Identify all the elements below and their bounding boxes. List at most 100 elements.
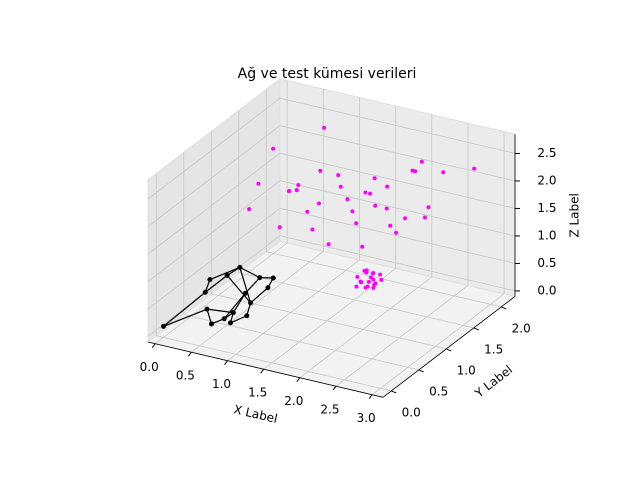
x-tick bbox=[187, 351, 192, 357]
y-tick bbox=[501, 306, 507, 310]
grid-line bbox=[183, 152, 419, 371]
point bbox=[326, 242, 331, 247]
grid-line bbox=[265, 89, 502, 308]
network-edge bbox=[226, 275, 252, 304]
z-tick-label: 0.5 bbox=[537, 256, 556, 270]
grid-line bbox=[147, 152, 516, 255]
point bbox=[394, 230, 399, 235]
point bbox=[363, 190, 368, 195]
point bbox=[277, 225, 282, 230]
grid-line bbox=[335, 123, 469, 387]
network-node bbox=[270, 275, 276, 281]
z-axis-label: Z Label bbox=[567, 193, 581, 237]
axis-line bbox=[147, 341, 384, 398]
network-node bbox=[237, 264, 243, 270]
grid-line bbox=[147, 207, 516, 310]
point bbox=[371, 277, 376, 282]
network-node bbox=[221, 316, 227, 322]
point bbox=[363, 285, 368, 290]
grid-line bbox=[238, 110, 474, 329]
point bbox=[403, 216, 408, 221]
y-tick-label: 1.0 bbox=[457, 363, 476, 377]
network-node bbox=[208, 321, 214, 327]
y-tick-label: 2.0 bbox=[512, 321, 531, 335]
point bbox=[310, 227, 315, 232]
network-node bbox=[227, 320, 233, 326]
point bbox=[360, 244, 365, 249]
network-edge bbox=[239, 266, 261, 279]
x-tick bbox=[224, 360, 228, 366]
network-edge bbox=[204, 274, 228, 293]
axis-line bbox=[382, 296, 516, 398]
network-edge bbox=[250, 287, 269, 304]
network-node bbox=[244, 313, 250, 319]
network-edge bbox=[244, 277, 261, 294]
point bbox=[378, 272, 383, 277]
point bbox=[385, 184, 390, 189]
point bbox=[373, 281, 378, 286]
network-edge bbox=[206, 308, 234, 314]
point bbox=[384, 206, 389, 211]
grid-line bbox=[147, 125, 516, 227]
network-edge bbox=[209, 266, 241, 281]
z-tick-label: 0.0 bbox=[537, 283, 556, 297]
x-tick bbox=[296, 377, 301, 383]
network-node bbox=[202, 289, 208, 295]
point bbox=[355, 274, 360, 279]
point bbox=[388, 223, 393, 228]
y-tick-label: 1.5 bbox=[484, 342, 503, 356]
network-edge bbox=[230, 315, 248, 324]
point bbox=[379, 277, 384, 282]
point bbox=[256, 181, 261, 186]
y-tick-label: 0.0 bbox=[402, 405, 421, 419]
network-node bbox=[204, 306, 210, 312]
grid-line bbox=[227, 97, 360, 362]
network-edge bbox=[239, 267, 252, 304]
x-tick-label: 0.0 bbox=[140, 360, 159, 374]
point bbox=[287, 189, 292, 193]
point bbox=[316, 201, 321, 206]
x-tick-label: 0.5 bbox=[176, 369, 195, 383]
point bbox=[426, 205, 431, 210]
network-node bbox=[265, 285, 271, 291]
z-tick-label: 1.5 bbox=[537, 201, 556, 215]
network-edge bbox=[163, 291, 206, 327]
x-tick-label: 2.5 bbox=[320, 403, 339, 417]
point bbox=[413, 169, 418, 174]
grid-line bbox=[147, 180, 516, 282]
network-edge bbox=[223, 293, 246, 320]
x-tick-label: 2.0 bbox=[284, 394, 303, 408]
x-tick-label: 1.5 bbox=[248, 386, 267, 400]
y-tick bbox=[418, 369, 424, 373]
grid-line bbox=[147, 97, 516, 200]
point bbox=[322, 125, 327, 130]
point bbox=[368, 191, 373, 196]
grid-line bbox=[263, 106, 397, 370]
network-node bbox=[230, 310, 236, 316]
point bbox=[271, 146, 276, 151]
point bbox=[419, 159, 424, 164]
network-edge bbox=[206, 308, 213, 325]
point bbox=[358, 279, 363, 284]
point bbox=[338, 184, 343, 189]
grid-line bbox=[191, 89, 324, 353]
x-tick bbox=[332, 385, 337, 391]
side-pane bbox=[147, 77, 281, 344]
grid-line bbox=[210, 131, 447, 350]
point bbox=[373, 203, 378, 208]
y-tick bbox=[391, 390, 397, 394]
point bbox=[370, 271, 375, 276]
point bbox=[305, 209, 310, 214]
network-node bbox=[257, 275, 263, 281]
z-tick-label: 2.0 bbox=[537, 173, 556, 187]
point bbox=[354, 284, 359, 289]
y-tick bbox=[446, 348, 452, 352]
point bbox=[441, 170, 446, 175]
network-node bbox=[224, 272, 230, 278]
network-node bbox=[207, 277, 213, 283]
z-tick-label: 1.0 bbox=[537, 228, 556, 242]
point bbox=[354, 221, 359, 226]
y-axis-label: Y Label bbox=[471, 363, 515, 401]
